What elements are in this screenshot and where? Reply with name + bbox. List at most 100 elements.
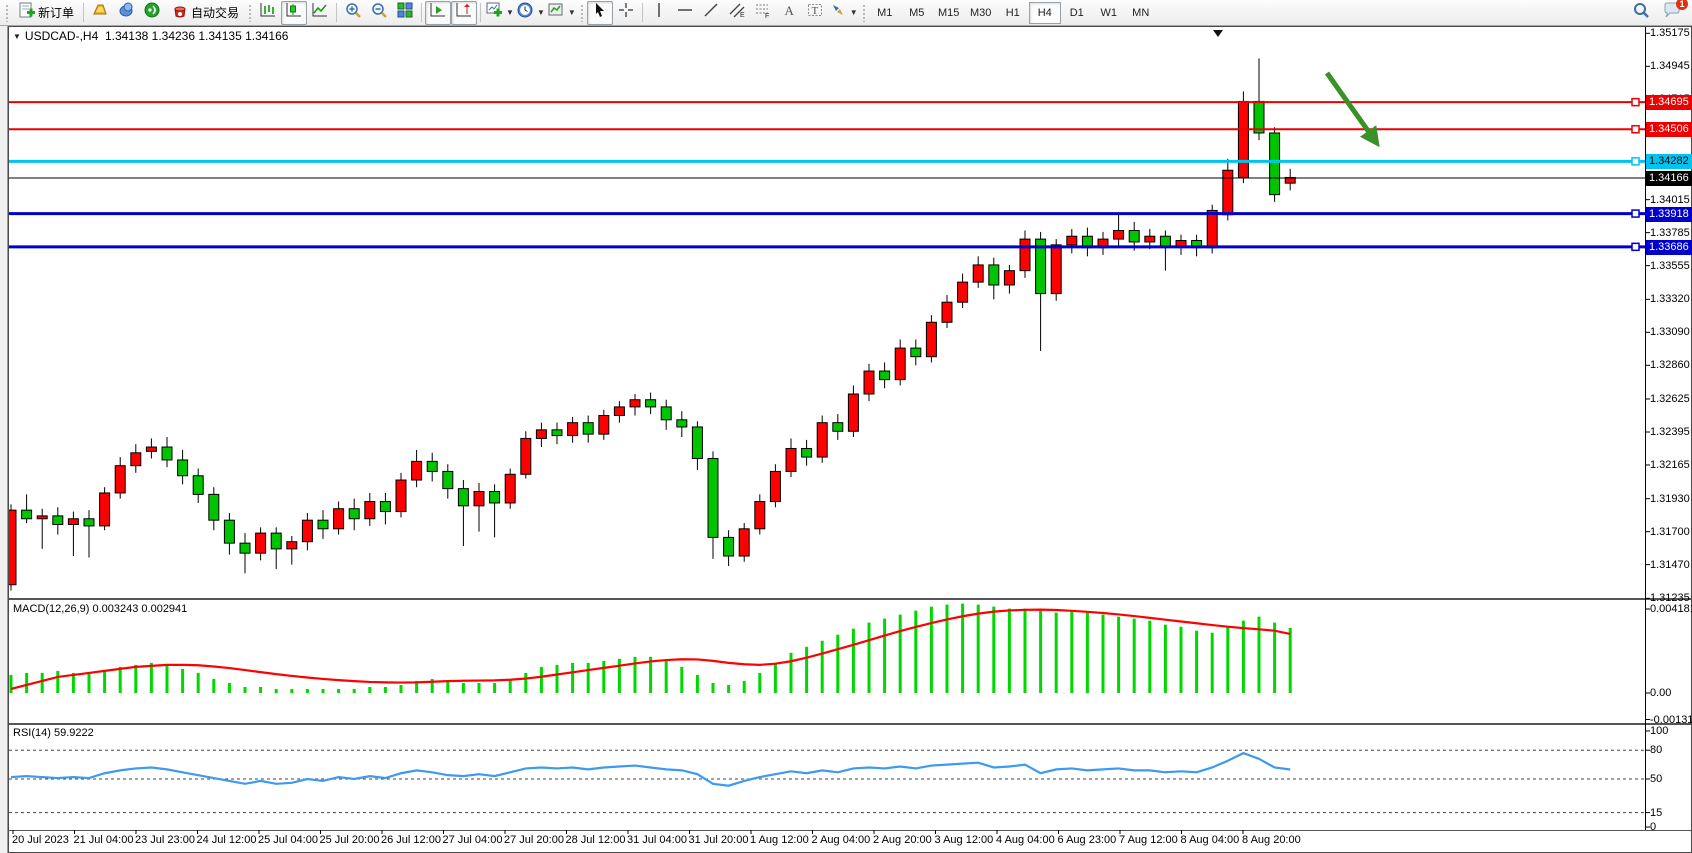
rsi-indicator-label: RSI(14) 59.9222 <box>13 727 94 739</box>
text-icon: A <box>780 1 798 24</box>
hline-handle[interactable] <box>1631 124 1640 134</box>
chart-line-button[interactable] <box>307 1 333 25</box>
new-order-button[interactable]: 新订单 <box>12 1 80 25</box>
signals-button[interactable] <box>139 1 165 25</box>
toolbar-separator <box>421 3 423 22</box>
time-axis-label: 27 Jul 20:00 <box>504 834 564 846</box>
time-axis-label: 4 Aug 04:00 <box>996 834 1055 846</box>
price-axis-label: 1.31930 <box>1650 492 1690 505</box>
chart-candles-button[interactable] <box>281 0 308 25</box>
timeframe-button-mn[interactable]: MN <box>1132 6 1150 19</box>
timeframe-button-h1[interactable]: H1 <box>1005 6 1020 19</box>
new-chart-icon <box>485 1 503 24</box>
hline-handle[interactable] <box>1631 209 1640 218</box>
zoom-in-icon <box>344 1 362 24</box>
hline-handle[interactable] <box>1631 242 1640 252</box>
rsi-line <box>10 751 1291 787</box>
price-axis-label: 1.32625 <box>1650 393 1690 405</box>
zoom-out-button[interactable] <box>366 1 392 25</box>
notifications-button[interactable]: 1 <box>1658 0 1688 25</box>
vertical-line-icon <box>650 1 668 24</box>
auto-trading-button[interactable]: 自动交易 <box>165 1 245 25</box>
auto-trading-label: 自动交易 <box>191 6 240 20</box>
price-axis-label: 1.34015 <box>1650 193 1690 206</box>
chart-shift-button[interactable] <box>451 0 478 25</box>
fibonacci-button[interactable]: F <box>750 1 776 25</box>
text-button[interactable]: A <box>776 1 802 25</box>
zoom-in-button[interactable] <box>340 1 366 25</box>
templates-button[interactable]: ▼ <box>546 1 577 25</box>
text-label-button[interactable]: T <box>802 1 828 25</box>
timeframe-button-m5[interactable]: M5 <box>909 6 925 19</box>
trendline-button[interactable] <box>698 1 724 25</box>
crosshair-icon <box>617 1 635 24</box>
equidistant-channel-icon: E <box>728 1 746 24</box>
profiles-icon <box>91 1 109 24</box>
search-button[interactable] <box>1628 1 1654 25</box>
workspace-left-strip <box>0 26 8 853</box>
rsi-axis-label: 80 <box>1650 744 1663 757</box>
dropdown-arrow-icon: ▼ <box>567 8 576 17</box>
periodicity-button[interactable]: ▼ <box>515 1 546 25</box>
timeframe-button-w1[interactable]: W1 <box>1100 6 1117 19</box>
time-axis-label: 8 Aug 04:00 <box>1180 834 1240 846</box>
time-axis-label: 31 Jul 20:00 <box>688 834 749 846</box>
chart-shift-marker-icon[interactable] <box>1213 30 1223 37</box>
arrow-annotation[interactable] <box>1324 71 1380 148</box>
price-axis-label: 1.31700 <box>1650 525 1690 538</box>
price-axis-label: 1.32860 <box>1650 359 1690 372</box>
cursor-button[interactable] <box>586 0 613 25</box>
svg-text:T: T <box>811 5 818 17</box>
toolbar-grip <box>579 3 584 22</box>
toolbar: 新订单 自动交易 ▼ ▼ <box>0 0 1692 26</box>
zoom-out-icon <box>370 1 388 24</box>
chart-window[interactable]: ▼ USDCAD-,H4 1.34138 1.34236 1.34135 1.34… <box>8 26 1692 853</box>
arrows-button[interactable]: ▼ <box>828 1 859 25</box>
horizontal-line-button[interactable] <box>672 1 698 25</box>
time-axis-label: 1 Aug 12:00 <box>750 834 809 846</box>
pane-separator[interactable] <box>9 598 1691 600</box>
toolbar-grip <box>861 3 866 22</box>
market-watch-button[interactable] <box>113 1 139 25</box>
profiles-button[interactable] <box>87 1 113 25</box>
chart-canvas[interactable] <box>9 27 1691 852</box>
templates-icon <box>547 1 565 24</box>
hline-handle[interactable] <box>1631 157 1640 166</box>
rsi-axis-label: 100 <box>1650 725 1669 737</box>
chart-menu-triangle-icon[interactable]: ▼ <box>13 32 21 41</box>
timeframe-button-m1[interactable]: M1 <box>877 6 893 19</box>
toolbar-separator <box>336 3 338 22</box>
timeframe-button-d1[interactable]: D1 <box>1069 6 1084 19</box>
hline-handle[interactable] <box>1631 97 1640 107</box>
toolbar-separator <box>641 3 643 22</box>
toolbar-grip <box>5 3 9 22</box>
time-axis-label: 2 Aug 20:00 <box>873 834 932 846</box>
price-badge: 1.34695 <box>1646 95 1692 111</box>
rsi-axis-label: 0 <box>1650 821 1657 833</box>
macd-signal-line <box>10 608 1291 691</box>
candlestick-chart-icon <box>285 1 303 24</box>
text-label-icon: T <box>806 1 824 24</box>
timeframe-button-m15[interactable]: M15 <box>938 6 960 19</box>
pane-separator[interactable] <box>9 723 1691 725</box>
macd-axis-label: -0.001319 <box>1650 713 1692 726</box>
cursor-icon <box>591 1 609 24</box>
timeframe-button-m30[interactable]: M30 <box>970 6 992 19</box>
new-order-label: 新订单 <box>38 6 75 20</box>
vertical-line-button[interactable] <box>646 1 672 25</box>
time-axis-label: 7 Aug 12:00 <box>1119 834 1178 846</box>
equidistant-channel-button[interactable]: E <box>724 1 750 25</box>
tile-windows-button[interactable] <box>392 1 418 25</box>
chart-bars-button[interactable] <box>255 1 281 25</box>
price-badge: 1.34282 <box>1646 154 1692 170</box>
new-chart-button[interactable]: ▼ <box>484 1 515 25</box>
price-axis-label: 1.35175 <box>1650 27 1690 40</box>
fibonacci-icon: F <box>754 1 772 24</box>
horizontal-line-objects[interactable] <box>9 97 1645 252</box>
time-axis-label: 27 Jul 04:00 <box>442 834 503 846</box>
auto-scroll-button[interactable] <box>425 0 452 25</box>
timeframe-group: M1 M5 M15 M30 H1 H4 D1 W1 MN <box>869 1 1157 24</box>
timeframe-button-h4[interactable]: H4 <box>1028 1 1061 24</box>
crosshair-button[interactable] <box>613 1 639 25</box>
chart-symbol-period: USDCAD-,H4 <box>24 29 99 43</box>
